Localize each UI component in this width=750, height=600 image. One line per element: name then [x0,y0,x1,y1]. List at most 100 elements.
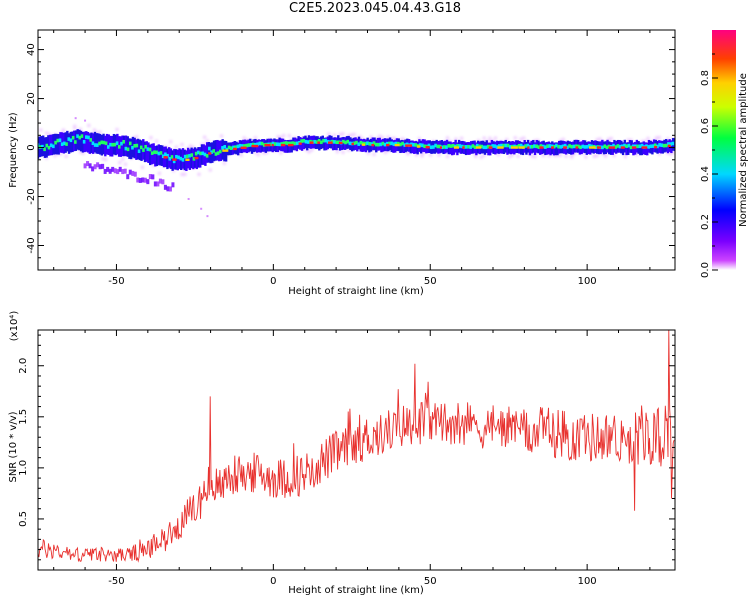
spectrogram-band-cell [155,145,159,167]
colorbar-tick-label: 0.0 [700,262,711,278]
spectrogram-core-cell [629,145,633,150]
spectrogram-peak-mark [208,152,212,155]
spectrogram-halo-cell [547,154,551,158]
spectrogram-core-cell [300,139,303,143]
spectrogram-core-cell [645,144,648,148]
spectrogram-core-cell [623,143,626,148]
spectrogram-halo-cell [496,153,500,157]
spectrogram-halo-cell [598,137,602,141]
spectrogram-core-cell [208,146,211,151]
spectrogram-core-cell [293,141,297,146]
spectrogram-branch-cell [146,179,150,185]
spectrogram-band-cell [85,131,88,152]
spectrogram-band-cell [640,142,644,156]
spectrogram-core-cell [449,144,453,148]
spectrogram-halo-cell [626,138,630,142]
spectrogram-core-cell [561,144,565,149]
spectrogram-core-cell [539,144,543,148]
spectrogram-band-cell [145,141,148,162]
spectrogram-band-cell [646,142,649,156]
spectrogram-core-cell [660,143,664,147]
spectrogram-halo-cell [392,136,396,140]
spectrogram-core-cell [295,141,299,146]
spectrogram-peak-mark [185,158,190,161]
spectrogram-peak-mark [361,143,365,146]
spectrogram-peak-mark [317,141,320,144]
spectrogram-core-cell [89,138,93,142]
spectrogram-band-cell [154,145,157,167]
spectrogram-core-cell [625,144,628,148]
spectrogram-band-cell [133,137,136,159]
spectrogram-band-cell [673,138,675,152]
spectrogram-core-cell [304,139,308,144]
spectrogram-halo-cell [73,124,77,128]
spectrogram-core-cell [651,144,655,148]
spectrogram-halo-cell [595,138,599,142]
spectrogram-band-cell [390,139,394,153]
spectrogram-band-cell [52,134,55,155]
spectrogram-core-cell [493,144,497,148]
spectrogram-halo-cell [256,153,260,157]
spectrogram-branch-cell [136,177,140,183]
spectrogram-core-cell [85,135,88,139]
spectrogram-core-cell [124,146,128,151]
spectrogram-halo-cell [61,129,65,133]
spectrogram-halo-cell [239,153,243,157]
spectrogram-branch-cell [168,186,172,192]
spectrogram-core-cell [528,145,532,149]
spectrogram-core-cell [612,143,615,148]
spectrogram-halo-cell [98,130,102,134]
spectrogram-core-cell [221,146,224,150]
snr-ytick-label: 1.5 [18,409,29,425]
spectrogram-halo-cell [570,155,574,159]
spectrogram-peak-mark [194,156,199,160]
spectrogram-peak-mark [551,146,554,149]
spectrogram-halo-cell [592,154,596,158]
spectrogram-core-cell [56,138,60,143]
spectrogram-halo-cell [477,139,481,143]
spectrogram-halo-cell [482,136,486,140]
spectrogram-band-cell [651,141,654,155]
spectrogram-halo-cell [287,134,291,138]
spectrogram-band-cell [264,140,268,153]
spectrogram-halo-cell [53,154,57,158]
spectrogram-halo-cell [505,138,509,142]
spectrogram-core-cell [517,143,521,148]
spectrogram-peak-mark [280,143,286,147]
spectrogram-halo-cell [556,153,560,157]
spectrogram-halo-cell [95,131,99,135]
spectrogram-halo-cell [276,135,280,139]
spectrogram-core-cell [190,153,194,157]
spectrogram-halo-cell [510,152,514,156]
snr-xtick-label: -50 [108,576,124,587]
spectrogram-band-cell [632,142,635,156]
spectrogram-halo-cell [386,135,390,139]
spectrogram-peak-mark [453,146,460,149]
spectrogram-band-cell [78,129,81,151]
spectrogram-band-cell [104,135,107,157]
spectrogram-band-cell [128,138,131,159]
spectrogram-halo-cell [454,137,458,141]
spectrogram-xtick-label: 100 [578,276,597,287]
spectrogram-halo-cell [604,154,608,158]
spectrogram-core-cell [423,144,426,149]
spectrogram-halo-cell [381,136,385,140]
spectrogram-band-cell [416,141,419,155]
spectrogram-core-cell [238,143,242,148]
spectrogram-core-cell [502,143,505,148]
spectrogram-band-cell [356,138,359,152]
spectrogram-core-cell [500,143,503,148]
spectrogram-halo-cell [242,136,246,140]
spectrogram-core-cell [229,146,233,150]
spectrogram-branch-cell [161,179,165,185]
spectrogram-core-cell [410,142,413,147]
spectrogram-halo-cell [561,137,565,141]
spectrogram-band-cell [67,133,71,154]
spectrogram-core-cell [126,147,130,152]
spectrogram-core-cell [117,145,121,149]
spectrogram-core-cell [131,145,134,150]
spectrogram-band-cell [411,140,414,154]
spectrogram-core-cell [96,143,99,147]
spectrogram-band-cell [625,142,628,156]
spectrogram-core-cell [240,144,244,148]
